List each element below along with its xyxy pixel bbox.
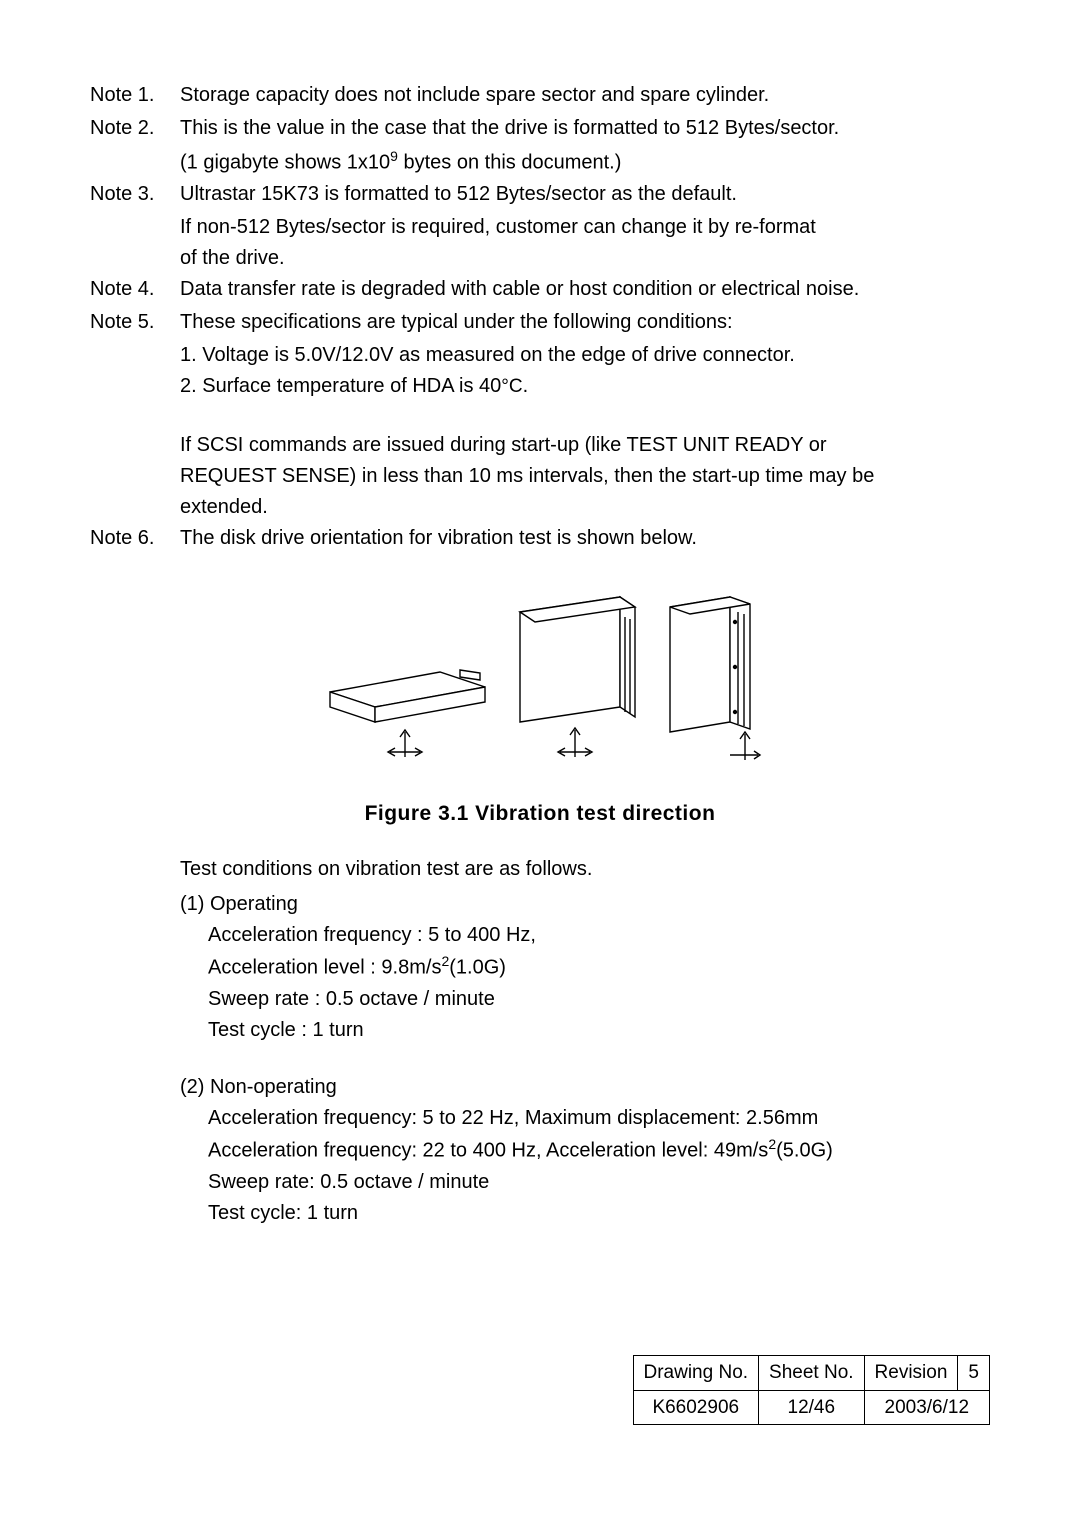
- test-conditions: Test conditions on vibration test are as…: [180, 854, 990, 1228]
- note-2-line2a: (1 gigabyte shows 1x10: [180, 152, 390, 174]
- nonop-line4: Test cycle: 1 turn: [208, 1198, 990, 1229]
- note-5: Note 5. These specifications are typical…: [90, 307, 990, 338]
- note-5-para3: extended.: [180, 492, 990, 523]
- note-5-label: Note 5.: [90, 307, 180, 338]
- note-5-para1: If SCSI commands are issued during start…: [180, 430, 990, 461]
- footer-h1: Drawing No.: [633, 1356, 759, 1390]
- test-conditions-intro: Test conditions on vibration test are as…: [180, 854, 990, 885]
- note-4-label: Note 4.: [90, 274, 180, 305]
- op-line2: Acceleration level : 9.8m/s2(1.0G): [208, 951, 990, 984]
- note-6-label: Note 6.: [90, 523, 180, 554]
- note-5-sub2a: 2. Surface temperature of HDA is 40: [180, 375, 501, 397]
- note-5-deg: °C: [501, 376, 522, 397]
- note-2: Note 2. This is the value in the case th…: [90, 113, 990, 144]
- nonop-line2sup: 2: [768, 1136, 776, 1152]
- vibration-diagram-icon: [310, 572, 770, 782]
- note-2-line2: (1 gigabyte shows 1x109 bytes on this do…: [180, 146, 990, 179]
- op-line4: Test cycle : 1 turn: [208, 1015, 990, 1046]
- note-2-label: Note 2.: [90, 113, 180, 144]
- nonoperating-section: (2) Non-operating Acceleration frequency…: [180, 1072, 990, 1229]
- table-row: K6602906 12/46 2003/6/12: [633, 1390, 990, 1424]
- op-line3: Sweep rate : 0.5 octave / minute: [208, 984, 990, 1015]
- op-line2b: (1.0G): [449, 957, 506, 979]
- note-5-sub2b: .: [523, 375, 529, 397]
- note-1: Note 1. Storage capacity does not includ…: [90, 80, 990, 111]
- note-3-label: Note 3.: [90, 179, 180, 210]
- note-6: Note 6. The disk drive orientation for v…: [90, 523, 990, 554]
- nonop-title: (2) Non-operating: [180, 1072, 990, 1103]
- notes-section: Note 1. Storage capacity does not includ…: [90, 80, 990, 554]
- op-line2a: Acceleration level : 9.8m/s: [208, 957, 441, 979]
- op-line1: Acceleration frequency : 5 to 400 Hz,: [208, 920, 990, 951]
- figure-caption: Figure 3.1 Vibration test direction: [90, 798, 990, 831]
- note-3-line3: of the drive.: [180, 243, 990, 274]
- note-3-line1: Ultrastar 15K73 is formatted to 512 Byte…: [180, 179, 990, 210]
- note-4: Note 4. Data transfer rate is degraded w…: [90, 274, 990, 305]
- nonop-line3: Sweep rate: 0.5 octave / minute: [208, 1167, 990, 1198]
- note-5-line1: These specifications are typical under t…: [180, 307, 990, 338]
- note-1-label: Note 1.: [90, 80, 180, 111]
- note-1-text: Storage capacity does not include spare …: [180, 80, 990, 111]
- footer-v2: 12/46: [759, 1390, 865, 1424]
- figure-3-1: Figure 3.1 Vibration test direction: [90, 572, 990, 831]
- note-2-line1: This is the value in the case that the d…: [180, 113, 990, 144]
- note-2-line2b: bytes on this document.): [398, 152, 621, 174]
- footer-h2: Sheet No.: [759, 1356, 865, 1390]
- note-5-sub1: 1. Voltage is 5.0V/12.0V as measured on …: [180, 340, 990, 371]
- nonop-line2a: Acceleration frequency: 22 to 400 Hz, Ac…: [208, 1140, 768, 1162]
- footer-v3: 2003/6/12: [864, 1390, 989, 1424]
- footer-table: Drawing No. Sheet No. Revision 5 K660290…: [633, 1355, 991, 1425]
- note-6-text: The disk drive orientation for vibration…: [180, 523, 990, 554]
- note-3-line2: If non-512 Bytes/sector is required, cus…: [180, 212, 990, 243]
- footer-h3: Revision: [864, 1356, 958, 1390]
- nonop-line2: Acceleration frequency: 22 to 400 Hz, Ac…: [208, 1134, 990, 1167]
- note-2-sup: 9: [390, 148, 398, 164]
- table-row: Drawing No. Sheet No. Revision 5: [633, 1356, 990, 1390]
- note-5-sub2: 2. Surface temperature of HDA is 40°C.: [180, 371, 990, 402]
- operating-section: (1) Operating Acceleration frequency : 5…: [180, 889, 990, 1046]
- note-5-para2: REQUEST SENSE) in less than 10 ms interv…: [180, 461, 990, 492]
- footer-v1: K6602906: [633, 1390, 759, 1424]
- note-4-text: Data transfer rate is degraded with cabl…: [180, 274, 990, 305]
- note-3: Note 3. Ultrastar 15K73 is formatted to …: [90, 179, 990, 210]
- operating-title: (1) Operating: [180, 889, 990, 920]
- nonop-line1: Acceleration frequency: 5 to 22 Hz, Maxi…: [208, 1103, 990, 1134]
- footer-h4: 5: [958, 1356, 990, 1390]
- nonop-line2b: (5.0G): [776, 1140, 833, 1162]
